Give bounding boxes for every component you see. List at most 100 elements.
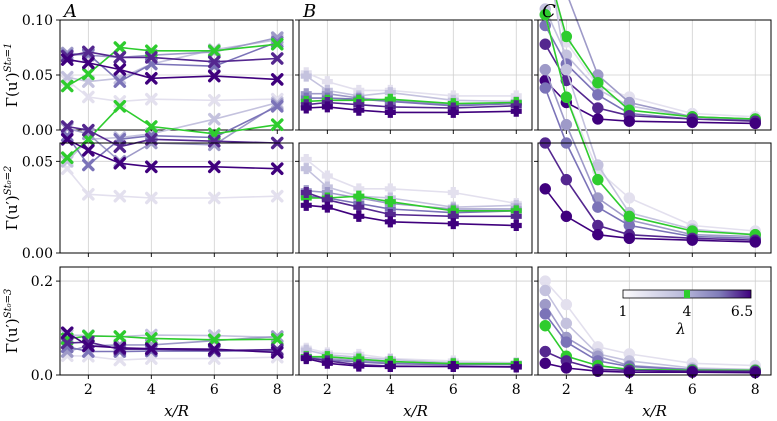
series-lambda-1 (60, 162, 284, 205)
data-point (510, 210, 522, 222)
column-title-a: A (62, 1, 77, 22)
data-point (539, 319, 551, 332)
data-point (270, 73, 284, 86)
data-point (113, 72, 127, 85)
series-lambda-6.5 (300, 199, 522, 231)
data-point (447, 187, 459, 198)
data-point (539, 82, 551, 94)
data-point (82, 123, 95, 137)
series-lambda-3.5 (60, 100, 284, 172)
series-line (66, 79, 278, 103)
panel-r3-c1: 2 4 6 8 0.0 0.2 x/R (31, 266, 294, 420)
data-point (113, 330, 127, 343)
data-point (560, 336, 573, 348)
data-point (539, 38, 551, 50)
data-point (113, 156, 127, 170)
data-point (592, 365, 604, 377)
colorbar-highlight-lambda-4 (684, 290, 690, 298)
colorbar-label: λ (675, 320, 686, 338)
data-point (447, 218, 459, 230)
data-point (82, 45, 95, 59)
data-point (560, 91, 573, 103)
series-line (67, 58, 278, 81)
series-lambda-4 (60, 37, 284, 93)
series-line (67, 39, 278, 83)
data-point (113, 100, 127, 113)
data-point (145, 51, 158, 64)
series-line (66, 101, 278, 162)
data-point (353, 190, 365, 202)
data-point (539, 63, 551, 76)
x-tick-label: 8 (512, 382, 521, 398)
series-lambda-5 (60, 45, 284, 69)
data-point (60, 70, 74, 84)
data-point (113, 75, 127, 88)
data-point (82, 339, 95, 353)
data-point (592, 201, 604, 213)
colorbar-tick-6-5: 6.5 (731, 304, 753, 320)
series-line (67, 354, 278, 361)
data-point (384, 209, 396, 220)
data-point (207, 94, 221, 107)
series-line (66, 168, 278, 199)
data-point (321, 76, 333, 88)
axes-frame (537, 142, 772, 254)
data-point (539, 284, 551, 297)
data-point (60, 120, 74, 133)
data-point (384, 183, 396, 195)
data-point (560, 30, 573, 43)
data-point (384, 106, 396, 118)
panel-r2-c3 (534, 0, 772, 257)
data-point (623, 115, 636, 127)
series-line (544, 25, 756, 121)
data-point (270, 100, 284, 113)
series-lambda-6.5 (60, 53, 284, 86)
x-axis-label: x/R (403, 402, 428, 420)
data-point (270, 189, 284, 203)
data-point (510, 361, 522, 373)
series-line (305, 158, 517, 205)
data-point (207, 333, 221, 347)
data-point (592, 76, 604, 89)
data-point (113, 41, 127, 54)
data-point (353, 201, 365, 213)
data-point (113, 63, 127, 76)
y-axis-label-row-2: Γ(u′)St₀=2 (3, 166, 21, 231)
data-point (145, 191, 158, 205)
data-point (384, 216, 396, 228)
data-point (270, 346, 284, 359)
axes-frame (59, 266, 294, 376)
data-point (321, 170, 333, 182)
data-point (145, 342, 158, 356)
data-point (353, 104, 365, 116)
data-point (592, 113, 604, 125)
series-lambda-1 (300, 67, 522, 102)
data-point (270, 52, 284, 65)
series-line (66, 105, 278, 159)
data-point (207, 160, 221, 174)
series-line (305, 168, 517, 209)
series-line (67, 334, 278, 339)
data-point (207, 112, 221, 126)
data-point (60, 129, 74, 142)
colorbar-tick-4: 4 (683, 304, 692, 320)
data-point (145, 92, 158, 106)
x-tick-label: 2 (562, 382, 571, 398)
data-point (300, 163, 312, 175)
data-point (447, 210, 459, 222)
y-tick-label: 0.00 (22, 123, 53, 139)
data-point (60, 155, 74, 168)
data-point (207, 134, 221, 148)
x-tick-label: 6 (449, 382, 458, 398)
column-title-b: B (302, 1, 316, 22)
data-point (60, 53, 74, 66)
y-tick-label: 0.05 (22, 68, 53, 84)
data-point (113, 189, 127, 203)
data-point (300, 344, 312, 356)
data-point (560, 210, 573, 223)
panel-r2-c2 (295, 142, 533, 257)
axes-frame (298, 142, 533, 254)
series-line (544, 188, 756, 243)
data-point (300, 199, 312, 211)
